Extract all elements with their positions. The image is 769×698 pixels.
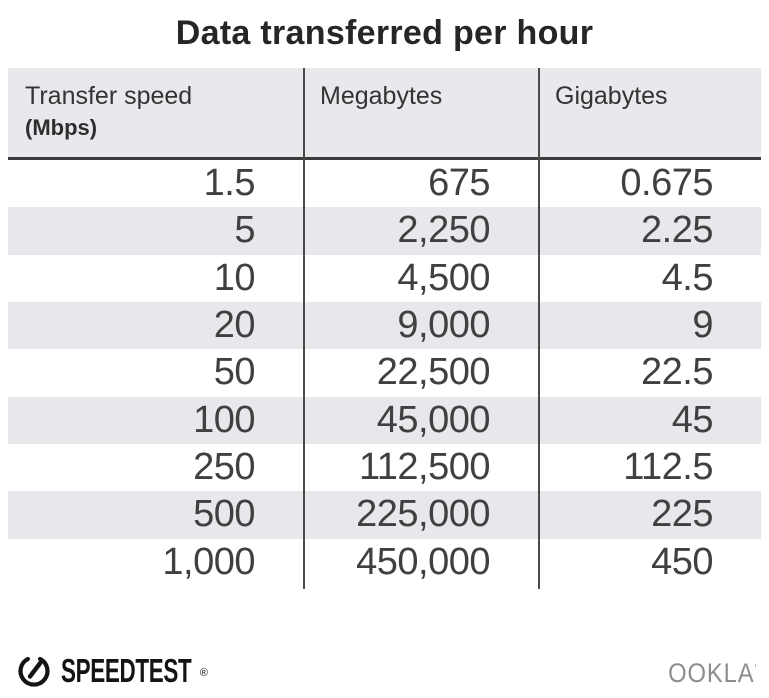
cell-megabytes: 22,500 bbox=[376, 351, 491, 394]
cell-gigabytes: 45 bbox=[671, 398, 714, 441]
cell-gigabytes: 450 bbox=[651, 540, 713, 583]
cell-megabytes: 112,500 bbox=[358, 446, 491, 489]
table-row: 50 22,500 22.5 bbox=[8, 349, 761, 396]
cell-megabytes: 225,000 bbox=[356, 493, 490, 536]
cell-speed: 1.5 bbox=[203, 162, 256, 205]
speedtest-trademark: ® bbox=[199, 667, 208, 679]
cell-speed: 10 bbox=[213, 256, 256, 299]
speedtest-wordmark: SPEEDTEST bbox=[61, 652, 192, 689]
column-header-transfer-speed: Transfer speed (Mbps) bbox=[8, 68, 303, 157]
table-row: 5 2,250 2.25 bbox=[8, 207, 761, 255]
cell-gigabytes: 2.25 bbox=[641, 209, 713, 252]
ookla-logo: OOKLA’ bbox=[668, 658, 757, 689]
cell-speed: 20 bbox=[213, 304, 256, 347]
data-table: Transfer speed (Mbps) Megabytes Gigabyte… bbox=[8, 68, 761, 589]
cell-speed: 250 bbox=[193, 446, 255, 489]
column-header-transfer-speed-unit: (Mbps) bbox=[25, 115, 98, 140]
cell-megabytes: 4,500 bbox=[397, 256, 490, 299]
cell-gigabytes: 0.675 bbox=[620, 162, 713, 205]
cell-megabytes: 2,250 bbox=[397, 209, 490, 252]
column-header-gigabytes: Gigabytes bbox=[538, 68, 761, 157]
cell-speed: 5 bbox=[234, 209, 255, 252]
footer: SPEEDTEST ® OOKLA’ bbox=[0, 646, 769, 698]
cell-speed: 1,000 bbox=[162, 540, 255, 583]
speedtest-logo: SPEEDTEST ® bbox=[16, 650, 270, 692]
cell-megabytes: 45,000 bbox=[376, 398, 491, 441]
table-row: 100 45,000 45 bbox=[8, 396, 761, 444]
speedtest-gauge-icon bbox=[18, 656, 50, 687]
cell-gigabytes: 225 bbox=[651, 493, 713, 536]
table-header-row: Transfer speed (Mbps) Megabytes Gigabyte… bbox=[8, 68, 761, 160]
cell-gigabytes: 4.5 bbox=[661, 256, 714, 299]
table-row: 20 9,000 9 bbox=[8, 301, 761, 350]
column-header-megabytes-label: Megabytes bbox=[320, 82, 443, 110]
ookla-trademark: ’ bbox=[753, 663, 757, 675]
cell-gigabytes: 112.5 bbox=[623, 446, 713, 489]
table-row: 10 4,500 4.5 bbox=[8, 255, 761, 302]
table-row: 250 112,500 112.5 bbox=[8, 444, 761, 491]
table-row: 1,000 450,000 450 bbox=[8, 539, 761, 586]
ookla-wordmark: OOKLA bbox=[667, 658, 754, 688]
column-header-gigabytes-label: Gigabytes bbox=[555, 82, 668, 110]
cell-megabytes: 450,000 bbox=[356, 540, 490, 583]
column-header-megabytes: Megabytes bbox=[303, 68, 538, 157]
cell-gigabytes: 9 bbox=[692, 304, 713, 347]
cell-megabytes: 675 bbox=[428, 162, 490, 205]
table-body: 1.5 675 0.675 5 2,250 2.25 10 4,500 4.5 … bbox=[8, 160, 761, 586]
column-header-transfer-speed-label: Transfer speed bbox=[25, 82, 193, 110]
cell-speed: 100 bbox=[193, 398, 255, 441]
cell-gigabytes: 22.5 bbox=[641, 351, 713, 394]
cell-speed: 50 bbox=[213, 351, 256, 394]
table-row: 1.5 675 0.675 bbox=[8, 160, 761, 207]
chart-title: Data transferred per hour bbox=[175, 14, 594, 52]
table-row: 500 225,000 225 bbox=[8, 491, 761, 539]
cell-speed: 500 bbox=[193, 493, 255, 536]
cell-megabytes: 9,000 bbox=[397, 304, 490, 347]
column-divider bbox=[303, 68, 305, 589]
column-divider bbox=[538, 68, 540, 589]
